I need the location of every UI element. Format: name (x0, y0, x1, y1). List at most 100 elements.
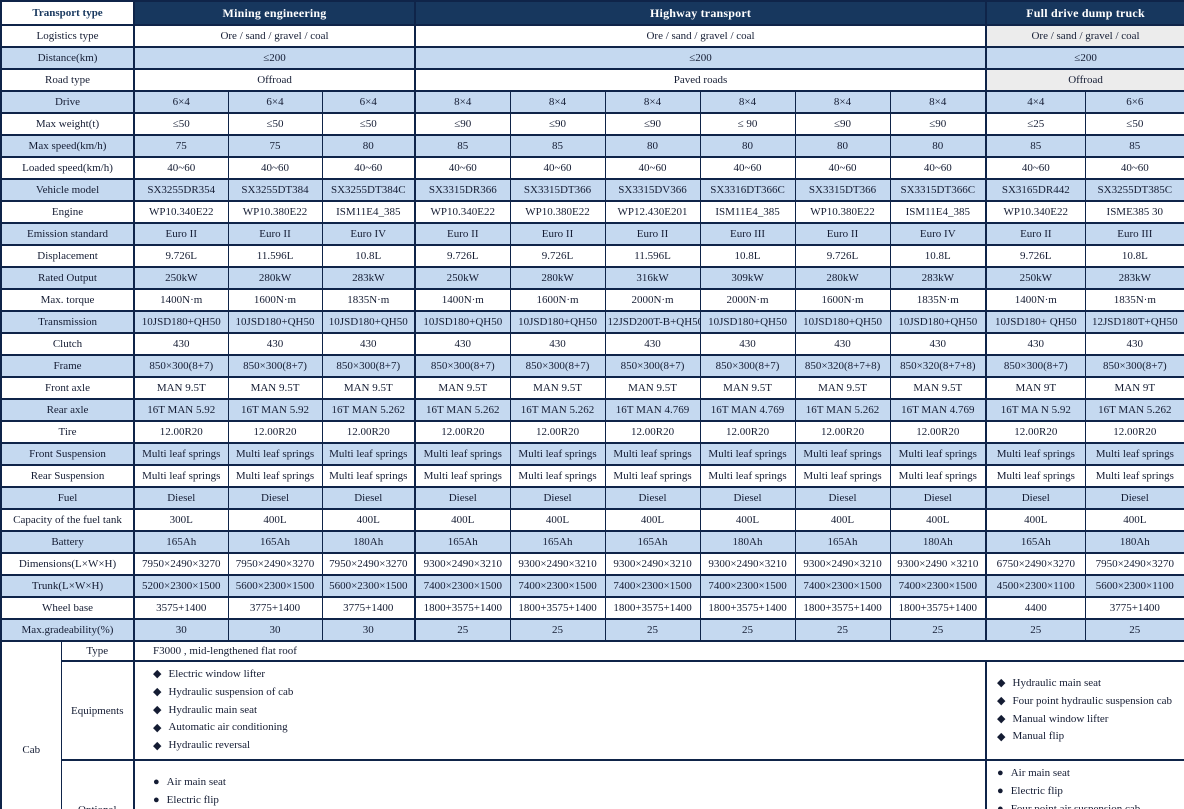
cab-equipments-right: ◆ Hydraulic main seat ◆ Four point hydrauli… (985, 659, 1184, 762)
spec-cell: 280kW (227, 266, 323, 290)
spec-cell: 12.00R20 (604, 420, 701, 444)
spec-cell: 16T MAN 5.262 (509, 398, 606, 422)
spec-cell: Multi leaf springs (985, 464, 1086, 488)
cab-list-item: ◆ Hydraulic suspension of cab (153, 684, 983, 702)
row-label: Distance(km) (0, 46, 135, 70)
spec-cell: Euro III (699, 222, 796, 246)
spec-cell: 6×6 (1084, 90, 1184, 114)
spec-cell: 1800+3575+1400 (414, 596, 511, 620)
spec-cell: WP10.340E22 (414, 200, 511, 224)
cab-list-item: ◆ Automatic air conditioning (153, 719, 983, 737)
row-label: Loaded speed(km/h) (0, 156, 135, 180)
spec-cell: 430 (699, 332, 796, 356)
spec-cell: 7400×2300×1500 (414, 574, 511, 598)
spec-cell: 1800+3575+1400 (509, 596, 606, 620)
spec-cell: SX3315DR366 (414, 178, 511, 202)
group-value-cell: Offroad (133, 68, 416, 92)
spec-cell: Diesel (321, 486, 416, 510)
spec-cell: 430 (794, 332, 891, 356)
row-label: Fuel (0, 486, 135, 510)
spec-cell: 40~60 (1084, 156, 1184, 180)
spec-cell: 5600×2300×1500 (321, 574, 416, 598)
spec-cell: 180Ah (699, 530, 796, 554)
row-label: Transmission (0, 310, 135, 334)
bullet-icon: ● (153, 794, 160, 807)
row-label: Max.gradeability(%) (0, 618, 135, 642)
spec-cell: 40~60 (794, 156, 891, 180)
spec-cell: Euro II (604, 222, 701, 246)
spec-cell: 16T MAN 5.92 (133, 398, 229, 422)
spec-cell: 25 (509, 618, 606, 642)
spec-cell: 40~60 (699, 156, 796, 180)
spec-cell: 7950×2490×3270 (133, 552, 229, 576)
cab-label: Cab (0, 639, 62, 809)
spec-cell: ≤50 (321, 112, 416, 136)
spec-cell: Euro II (509, 222, 606, 246)
bullet-icon: ◆ (997, 730, 1006, 743)
spec-cell: 8×4 (889, 90, 987, 114)
spec-cell: 283kW (889, 266, 987, 290)
spec-cell: 250kW (985, 266, 1086, 290)
spec-cell: 4400 (985, 596, 1086, 620)
spec-cell: 16T MAN 4.769 (889, 398, 987, 422)
spec-cell: 11.596L (227, 244, 323, 268)
spec-cell: Euro II (414, 222, 511, 246)
spec-cell: 165Ah (414, 530, 511, 554)
spec-cell: Diesel (133, 486, 229, 510)
spec-cell: 1400N·m (414, 288, 511, 312)
group-value-cell: ≤200 (133, 46, 416, 70)
spec-cell: 430 (227, 332, 323, 356)
spec-cell: 9300×2490×3210 (699, 552, 796, 576)
row-label: Battery (0, 530, 135, 554)
bullet-icon: ◆ (997, 695, 1006, 708)
spec-cell: MAN 9.5T (794, 376, 891, 400)
spec-cell: 12.00R20 (509, 420, 606, 444)
bullet-icon: ◆ (997, 677, 1006, 690)
spec-cell: 7950×2490×3270 (227, 552, 323, 576)
cab-list-item: ◆ Manual window lifter (997, 711, 1182, 729)
spec-cell: 25 (985, 618, 1086, 642)
spec-cell: 12.00R20 (321, 420, 416, 444)
spec-cell: WP12.430E201 (604, 200, 701, 224)
cab-equipments-main: ◆ Electric window lifter ◆ Hydraulic suspen… (133, 659, 987, 762)
spec-cell: Multi leaf springs (321, 464, 416, 488)
spec-cell: Multi leaf springs (414, 442, 511, 466)
cab-list-item-text: Hydraulic suspension of cab (168, 685, 294, 698)
cab-list-item-text: Electric flip (1010, 784, 1063, 797)
spec-cell: 4500×2300×1100 (985, 574, 1086, 598)
spec-cell: MAN 9.5T (699, 376, 796, 400)
cab-list-item: ◆ Hydraulic main seat (997, 675, 1182, 693)
spec-cell: 180Ah (1084, 530, 1184, 554)
cab-list-item-text: Four point hydraulic suspension cab (1012, 694, 1172, 707)
row-label: Max weight(t) (0, 112, 135, 136)
spec-cell: 400L (1084, 508, 1184, 532)
row-label: Capacity of the fuel tank (0, 508, 135, 532)
spec-cell: 316kW (604, 266, 701, 290)
row-label: Logistics type (0, 24, 135, 48)
spec-cell: MAN 9.5T (889, 376, 987, 400)
spec-cell: 850×300(8+7) (1084, 354, 1184, 378)
spec-cell: 9.726L (133, 244, 229, 268)
group-value-cell: ≤200 (985, 46, 1184, 70)
row-label: Drive (0, 90, 135, 114)
spec-cell: 10.8L (321, 244, 416, 268)
spec-cell: 1400N·m (985, 288, 1086, 312)
spec-cell: 4×4 (985, 90, 1086, 114)
spec-cell: 85 (985, 134, 1086, 158)
spec-cell: Multi leaf springs (794, 464, 891, 488)
spec-cell: 10.8L (889, 244, 987, 268)
spec-cell: 1400N·m (133, 288, 229, 312)
cab-list-item: ◆ Hydraulic reversal (153, 737, 983, 755)
bullet-icon: ● (997, 767, 1004, 780)
spec-cell: 7400×2300×1500 (794, 574, 891, 598)
corner-header: Transport type (0, 0, 135, 26)
bullet-icon: ◆ (153, 704, 162, 717)
spec-cell: 165Ah (509, 530, 606, 554)
spec-cell: MAN 9.5T (414, 376, 511, 400)
spec-cell: 5600×2300×1100 (1084, 574, 1184, 598)
spec-cell: 1800+3575+1400 (889, 596, 987, 620)
spec-cell: SX3165DR442 (985, 178, 1086, 202)
spec-cell: SX3315DT366 (794, 178, 891, 202)
spec-cell: 9.726L (794, 244, 891, 268)
spec-cell: 12JSD200T-B+QH50 (604, 310, 701, 334)
